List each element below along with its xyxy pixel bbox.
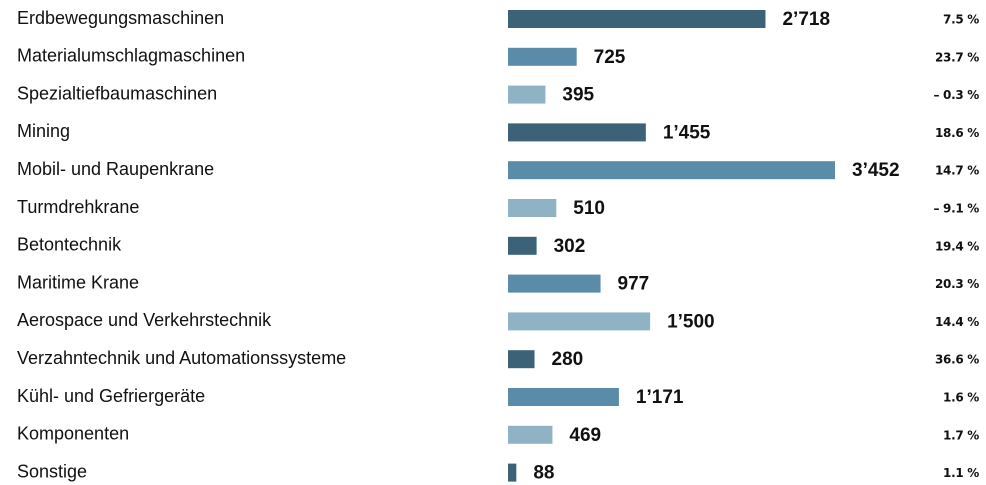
value-label: 1’171 — [636, 387, 684, 408]
category-label: Kühl- und Gefriergeräte — [17, 386, 205, 406]
change-label: 14.4 % — [935, 315, 979, 329]
bar — [508, 425, 553, 444]
bar — [508, 388, 619, 406]
change-label: – 9.1 % — [933, 202, 979, 216]
category-label: Komponenten — [17, 424, 129, 444]
change-label: 7.5 % — [943, 13, 979, 27]
bar — [508, 123, 646, 142]
bar — [508, 199, 557, 217]
change-label: – 0.3 % — [933, 88, 979, 102]
bar — [508, 236, 537, 255]
change-label: 14.7 % — [935, 164, 979, 178]
category-label: Verzahntechnik und Automationssysteme — [17, 348, 346, 368]
value-label: 510 — [573, 198, 605, 219]
bar — [508, 47, 577, 66]
change-label: 36.6 % — [935, 353, 979, 367]
value-label: 977 — [618, 274, 650, 295]
change-label: 23.7 % — [935, 50, 979, 64]
change-label: 1.7 % — [943, 428, 979, 442]
category-label: Mobil- und Raupenkrane — [17, 159, 214, 179]
value-label: 2’718 — [782, 9, 830, 30]
value-label: 469 — [569, 425, 601, 446]
bar — [508, 10, 766, 28]
value-label: 725 — [594, 47, 626, 68]
category-label: Sonstige — [17, 461, 87, 481]
bar — [508, 350, 535, 369]
change-label: 18.6 % — [935, 126, 979, 140]
category-label: Betontechnik — [17, 235, 122, 255]
category-label: Turmdrehkrane — [17, 197, 139, 217]
value-label: 280 — [552, 349, 584, 370]
value-label: 1’455 — [663, 122, 711, 143]
value-label: 3’452 — [852, 160, 900, 181]
category-label: Mining — [17, 121, 70, 141]
value-label: 395 — [562, 85, 594, 106]
bar — [508, 274, 601, 293]
category-label: Maritime Krane — [17, 272, 139, 292]
category-label: Materialumschlagmaschinen — [17, 46, 245, 66]
category-label: Spezialtiefbaumaschinen — [17, 83, 217, 103]
change-label: 1.6 % — [943, 391, 979, 405]
bar — [508, 463, 517, 482]
change-label: 20.3 % — [935, 277, 979, 291]
bar — [508, 312, 651, 331]
category-label: Aerospace und Verkehrstechnik — [17, 310, 272, 330]
change-label: 19.4 % — [935, 239, 979, 253]
bar — [508, 85, 546, 104]
value-label: 88 — [533, 463, 554, 484]
category-label: Erdbewegungsmaschinen — [17, 8, 224, 28]
bar — [508, 161, 835, 180]
value-label: 1’500 — [667, 311, 715, 332]
change-label: 1.1 % — [943, 466, 979, 480]
value-label: 302 — [554, 236, 586, 257]
